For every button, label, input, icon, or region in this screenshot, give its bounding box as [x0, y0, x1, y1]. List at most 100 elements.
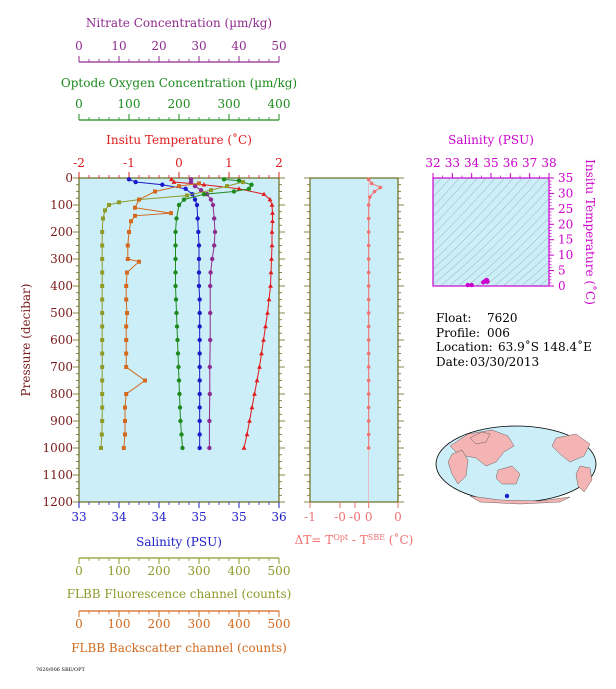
backscatter-axis-label: FLBB Backscatter channel (counts) [71, 641, 287, 655]
nitrate-tick-label: 50 [271, 39, 286, 53]
data-point [196, 243, 202, 248]
pressure-tick-label: 100 [50, 198, 73, 212]
float-info: Float: 7620 Profile: 006 Location: 63.9˚… [436, 311, 592, 369]
pressure-tick-label: 1000 [42, 441, 73, 455]
oxygen-profile-line [175, 178, 253, 449]
data-point [207, 391, 212, 397]
data-point [270, 210, 275, 215]
fluorescence-tick-label: 300 [188, 564, 211, 578]
temperature-tick-label: 2 [275, 156, 283, 170]
data-point [212, 216, 217, 221]
ts-contour-line [511, 253, 549, 286]
data-point [100, 338, 105, 342]
delta-tick-label: -0 [349, 510, 361, 524]
salinity-tick-label: 34 [151, 510, 167, 524]
data-point [207, 418, 212, 424]
data-point [171, 179, 177, 184]
ts-temperature-axis-label: Insitu Temperature (˚C) [583, 159, 598, 305]
fluorescence-tick-label: 200 [148, 564, 171, 578]
nitrate-tick-label: 30 [191, 39, 206, 53]
float-label: Float: [436, 311, 471, 325]
data-point [208, 337, 213, 343]
ts-density-contours [433, 178, 549, 286]
data-point [197, 310, 202, 316]
data-point [261, 337, 266, 342]
pressure-tick-label: 500 [50, 306, 73, 320]
backscatter-tick-label: 100 [108, 617, 131, 631]
data-point [366, 270, 371, 275]
data-point [197, 378, 202, 383]
data-point [267, 197, 273, 202]
data-point [133, 213, 137, 218]
data-point [124, 365, 129, 369]
delta-tick-label: 0 [365, 510, 373, 524]
ts-y-tick-label: 5 [558, 264, 566, 278]
oxygen-axis-label: Optode Oxygen Concentration (µm/kg) [61, 76, 297, 90]
ts-contour-line [433, 178, 451, 198]
data-point [197, 432, 202, 437]
data-point [174, 216, 179, 221]
data-point [221, 177, 227, 182]
backscatter-tick-label: 400 [228, 617, 251, 631]
data-point [201, 182, 207, 187]
pressure-tick-label: 0 [65, 171, 73, 185]
nitrate-axis: 0 10 20 30 40 50 [75, 39, 287, 63]
ts-contour-line [433, 178, 478, 227]
data-point [100, 230, 105, 234]
pressure-tick-label: 200 [50, 225, 73, 239]
data-point [210, 202, 216, 208]
oxygen-tick-label: 100 [118, 97, 141, 111]
data-point [123, 405, 127, 410]
map-land-australia [495, 465, 521, 485]
salinity-tick-label: 34 [111, 510, 127, 524]
data-point [368, 195, 372, 199]
data-point [207, 364, 212, 370]
data-point [269, 202, 275, 207]
data-point [197, 181, 201, 186]
data-point [366, 419, 371, 423]
data-point [197, 391, 202, 397]
ts-contour-line [433, 178, 541, 285]
data-point [100, 270, 105, 275]
data-point [366, 432, 371, 437]
data-point [100, 324, 105, 329]
backscatter-tick-label: 300 [188, 617, 211, 631]
data-point [123, 419, 127, 423]
data-point [268, 283, 273, 288]
temperature-tick-label: -2 [73, 156, 85, 170]
map-float-location [504, 493, 510, 499]
location-label: Location: [436, 340, 493, 354]
ts-contour-line [433, 178, 442, 188]
data-point [236, 178, 242, 183]
ts-contour-line [448, 188, 549, 286]
data-point [153, 189, 157, 194]
ts-contour-line [433, 178, 505, 253]
fluorescence-tick-label: 400 [228, 564, 251, 578]
data-point [174, 324, 180, 329]
ts-contour-line [433, 178, 487, 236]
data-point [197, 418, 202, 424]
ts-x-tick-label: 35 [483, 156, 498, 170]
delta-tick-label: -1 [304, 510, 316, 524]
data-point [173, 270, 178, 275]
nitrate-tick-label: 20 [151, 39, 166, 53]
main-plot-series [99, 176, 275, 451]
ts-contour-line [538, 277, 549, 286]
ts-y-tick-label: 10 [558, 248, 573, 262]
data-point [225, 184, 229, 189]
data-point [100, 297, 105, 302]
ts-contour-line [433, 178, 514, 262]
ts-y-tick-label: 20 [558, 217, 573, 231]
data-point [249, 182, 254, 187]
data-point [197, 364, 202, 370]
data-point [169, 211, 173, 216]
data-point [176, 378, 182, 383]
data-point [143, 378, 147, 383]
data-point [210, 256, 215, 262]
data-point [192, 197, 198, 202]
data-point [177, 405, 183, 410]
data-point [196, 256, 202, 262]
nitrate-tick-label: 0 [75, 39, 83, 53]
ts-contour-line [433, 178, 469, 217]
nitrate-axis-label: Nitrate Concentration (µm/kg) [86, 16, 272, 30]
